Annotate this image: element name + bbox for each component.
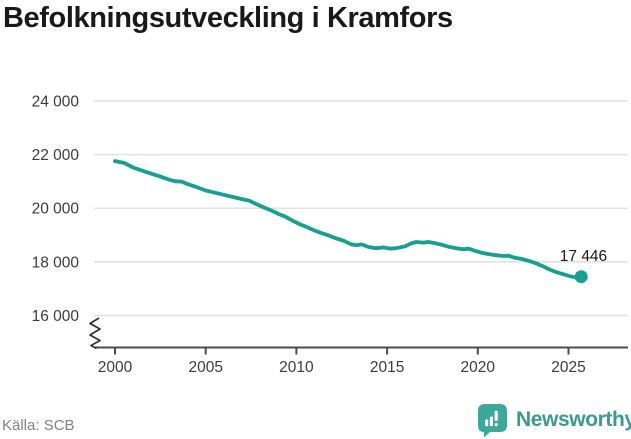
logo-bars-icon xyxy=(485,410,498,427)
y-tick-label: 22 000 xyxy=(32,147,80,164)
page-title: Befolkningsutveckling i Kramfors xyxy=(3,2,453,34)
population-line xyxy=(113,159,584,280)
axis-break-icon xyxy=(89,317,101,350)
x-tick-label: 2010 xyxy=(279,359,314,376)
x-tick-label: 2025 xyxy=(551,359,585,376)
y-tick-label: 24 000 xyxy=(32,94,80,111)
newsworthy-logo[interactable]: Newsworthy xyxy=(476,402,631,438)
latest-value-label: 17 446 xyxy=(560,248,607,265)
population-line-chart: 16 000 18 000 20 000 22 000 24 000 2000 2005 20… xyxy=(32,94,628,376)
x-tick-label: 2015 xyxy=(370,359,404,376)
y-tick-label: 18 000 xyxy=(32,254,80,271)
x-tick-label: 2005 xyxy=(188,359,222,376)
x-tick-label: 2000 xyxy=(98,359,133,376)
source-note: Källa: SCB xyxy=(2,417,75,434)
newsworthy-wordmark: Newsworthy xyxy=(516,408,631,431)
x-tick-label: 2020 xyxy=(461,359,496,376)
y-tick-label: 20 000 xyxy=(32,201,80,218)
newsworthy-bubble-icon xyxy=(478,404,507,438)
y-tick-label: 16 000 xyxy=(32,308,80,325)
latest-value-dot xyxy=(574,270,588,284)
